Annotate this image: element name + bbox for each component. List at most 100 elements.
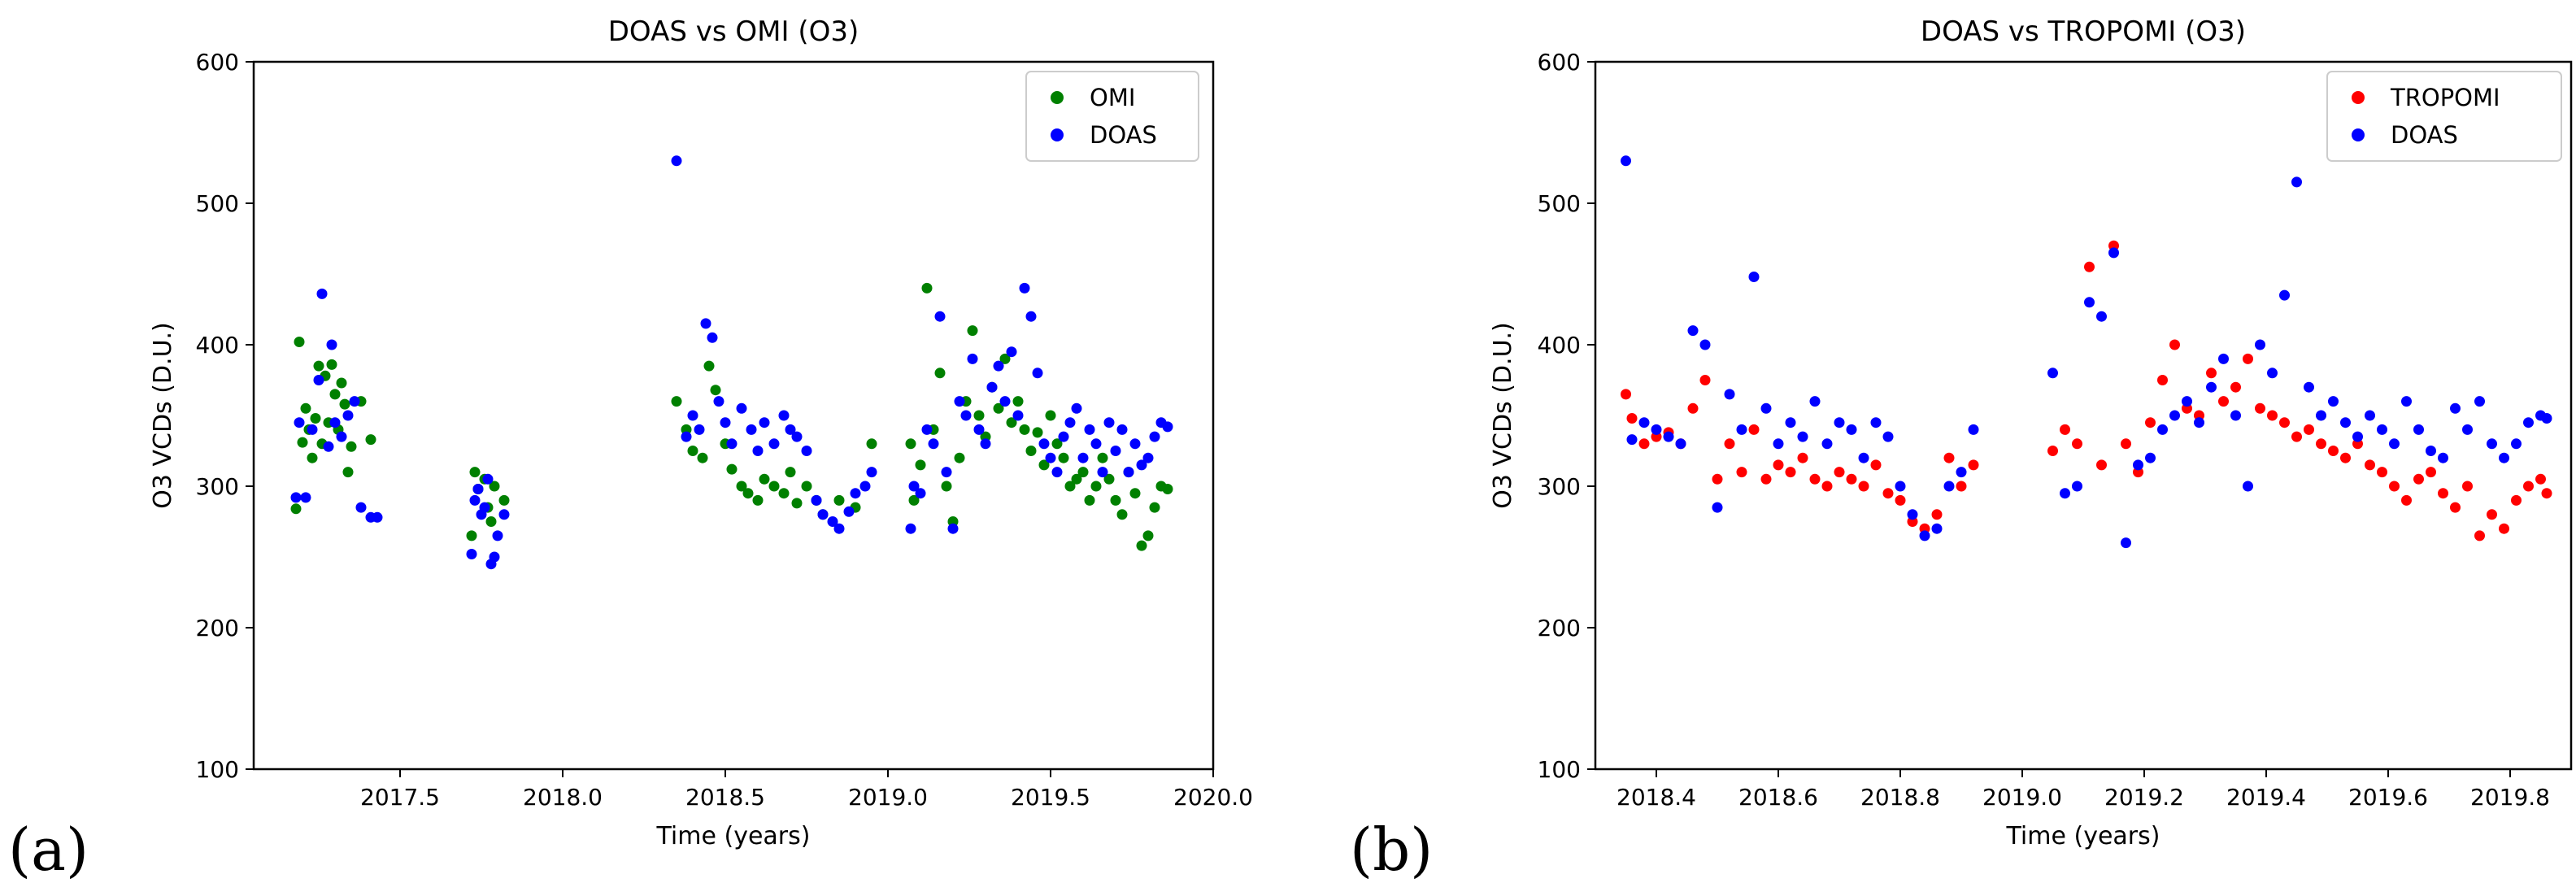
- data-point-doas: [1045, 452, 1056, 463]
- data-point-doas: [2108, 247, 2119, 259]
- data-point-doas: [1882, 431, 1894, 442]
- data-point-tropomi: [1785, 467, 1796, 478]
- data-point-tropomi: [1626, 413, 1638, 424]
- data-point-tropomi: [1699, 375, 1711, 385]
- data-point-doas: [1129, 438, 1141, 450]
- data-point-doas: [973, 424, 985, 435]
- data-point-tropomi: [1724, 438, 1735, 450]
- data-point-doas: [726, 438, 738, 450]
- data-point-doas: [986, 381, 998, 393]
- panel-b-x-axis: 2018.4 2018.6 2018.8 2019.0 2019.2 2019.4 2019…: [1617, 769, 2550, 811]
- data-point-tropomi: [2340, 452, 2351, 463]
- data-point-doas: [1012, 410, 1024, 421]
- y-tick-label: 600: [196, 49, 239, 76]
- data-point-tropomi: [1621, 389, 1631, 400]
- data-point-doas: [1931, 523, 1943, 534]
- data-point-omi: [973, 410, 985, 421]
- data-point-doas: [941, 467, 952, 478]
- data-point-tropomi: [2121, 438, 2131, 450]
- data-point-tropomi: [2365, 459, 2375, 471]
- data-point-omi: [1012, 396, 1024, 407]
- data-point-omi: [752, 494, 764, 506]
- panel-b-frame: [1594, 60, 2573, 771]
- x-tick-label: 2019.0: [1982, 784, 2062, 811]
- data-point-omi: [1084, 494, 1095, 506]
- data-point-doas: [290, 492, 302, 503]
- data-point-doas: [1663, 431, 1674, 442]
- data-point-doas: [1032, 368, 1043, 379]
- data-point-doas: [355, 502, 367, 513]
- data-point-doas: [1895, 481, 1906, 492]
- data-point-omi: [1006, 417, 1017, 428]
- data-point-doas: [2145, 452, 2156, 463]
- data-point-omi: [1129, 488, 1141, 499]
- data-point-doas: [323, 441, 334, 452]
- data-point-doas: [1919, 530, 1930, 542]
- data-point-omi: [759, 473, 770, 485]
- panel-b-legend-box: [2326, 71, 2562, 162]
- data-point-doas: [2401, 396, 2412, 407]
- data-point-doas: [2060, 488, 2070, 499]
- data-point-doas: [1809, 396, 1821, 407]
- y-tick-label: 400: [196, 332, 239, 359]
- data-point-doas: [2133, 459, 2143, 471]
- data-point-doas: [1760, 402, 1772, 414]
- y-tick-label: 200: [196, 615, 239, 642]
- data-point-tropomi: [1858, 481, 1869, 492]
- data-point-doas: [843, 506, 855, 517]
- data-point-doas: [1821, 438, 1833, 450]
- panel-b-legend: TROPOMI DOAS: [2326, 71, 2562, 162]
- data-point-doas: [1956, 467, 1967, 478]
- data-point-doas: [827, 516, 838, 527]
- data-point-doas: [993, 360, 1004, 372]
- data-point-omi: [954, 452, 965, 463]
- data-point-tropomi: [1760, 473, 1772, 485]
- data-point-omi: [342, 467, 354, 478]
- data-point-omi: [1136, 540, 1147, 551]
- data-point-doas: [2499, 452, 2509, 463]
- data-point-tropomi: [1931, 509, 1943, 520]
- panel-b-legend-label-doas: DOAS: [2391, 121, 2458, 149]
- data-point-doas: [329, 417, 341, 428]
- data-point-doas: [713, 396, 724, 407]
- data-point-tropomi: [2438, 488, 2448, 499]
- x-tick-label: 2018.0: [523, 784, 603, 811]
- data-point-doas: [2377, 424, 2387, 435]
- data-point-omi: [313, 360, 324, 372]
- data-point-doas: [2523, 417, 2534, 428]
- data-point-doas: [2291, 176, 2302, 188]
- data-point-tropomi: [2450, 502, 2461, 513]
- data-point-doas: [1006, 346, 1017, 358]
- data-point-doas: [1773, 438, 1784, 450]
- data-point-tropomi: [2169, 339, 2180, 350]
- data-point-omi: [921, 282, 933, 294]
- data-point-doas: [960, 410, 972, 421]
- data-point-doas: [1019, 282, 1030, 294]
- data-point-omi: [687, 446, 698, 456]
- data-point-doas: [2121, 537, 2131, 549]
- data-point-doas: [1116, 424, 1128, 435]
- data-point-omi: [768, 481, 780, 492]
- data-point-doas: [1077, 452, 1089, 463]
- data-point-omi: [290, 503, 302, 515]
- data-point-doas: [928, 438, 939, 450]
- data-point-omi: [967, 325, 978, 337]
- data-point-tropomi: [1968, 459, 1979, 471]
- data-point-doas: [850, 488, 861, 499]
- y-tick-label: 200: [1538, 615, 1581, 642]
- data-point-doas: [2474, 396, 2485, 407]
- data-point-doas: [2352, 431, 2363, 442]
- data-point-doas: [1785, 417, 1796, 428]
- x-tick-label: 2018.6: [1738, 784, 1818, 811]
- data-point-omi: [1019, 424, 1030, 435]
- data-point-tropomi: [2328, 446, 2339, 456]
- data-point-tropomi: [2060, 424, 2070, 435]
- data-point-doas: [1025, 311, 1037, 322]
- data-point-tropomi: [2426, 467, 2436, 478]
- data-point-doas: [1084, 424, 1095, 435]
- data-point-doas: [492, 530, 503, 542]
- data-point-omi: [466, 530, 477, 542]
- x-tick-label: 2019.8: [2470, 784, 2550, 811]
- data-point-doas: [1123, 467, 1134, 478]
